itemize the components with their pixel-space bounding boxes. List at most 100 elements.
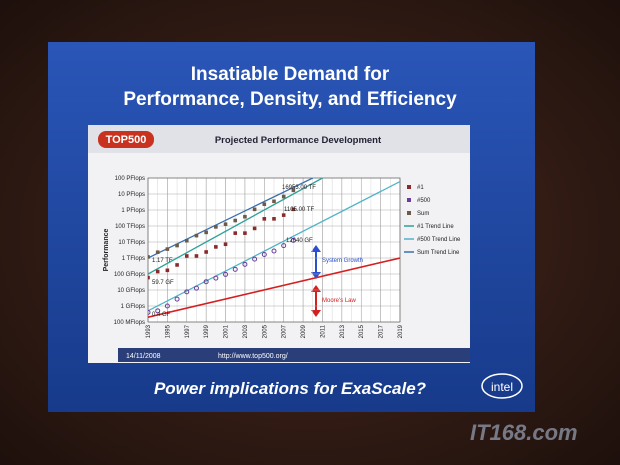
y-tick-label: 1 GFlops xyxy=(121,304,145,310)
plot-border xyxy=(147,177,401,323)
x-tick-label: 1993 xyxy=(146,324,152,338)
x-tick-label: 2013 xyxy=(340,324,346,338)
x-tick-label: 2001 xyxy=(224,324,230,338)
point xyxy=(252,226,257,231)
trend-line xyxy=(148,178,323,275)
point xyxy=(175,263,179,267)
y-tick-label: 10 PFlops xyxy=(118,192,145,198)
point xyxy=(290,237,296,243)
watermark: IT168.com xyxy=(470,420,578,445)
x-tick-label: 2011 xyxy=(320,324,326,338)
point xyxy=(213,275,219,281)
legend-label: Sum Trend Line xyxy=(417,250,460,256)
point xyxy=(252,256,258,262)
top500-logo-text: TOP500 xyxy=(106,134,147,146)
point xyxy=(223,242,228,247)
point xyxy=(281,213,286,217)
footer-date: 14/11/2008 xyxy=(126,353,161,360)
x-tick-label: 1999 xyxy=(204,324,210,338)
legend-swatch xyxy=(407,198,411,202)
point xyxy=(233,231,238,235)
point xyxy=(271,248,277,254)
y-tick-label: 100 MFlops xyxy=(114,320,145,326)
x-tick-label: 2015 xyxy=(359,324,365,338)
point xyxy=(281,243,287,249)
y-tick-label: 10 TFlops xyxy=(118,240,145,246)
point xyxy=(281,194,286,199)
point xyxy=(148,255,150,259)
point xyxy=(262,202,267,207)
intel-logo: intel xyxy=(491,380,513,394)
legend-label: #500 xyxy=(417,198,431,204)
point xyxy=(232,266,238,272)
y-tick-label: 1 TFlops xyxy=(122,256,145,262)
plot-clip xyxy=(148,178,400,318)
point xyxy=(242,261,248,267)
point xyxy=(203,279,209,285)
point xyxy=(184,238,189,243)
point xyxy=(194,254,199,258)
annotation: System Growth xyxy=(322,258,363,264)
y-tick-label: 1 PFlops xyxy=(121,208,145,214)
point xyxy=(148,275,150,280)
point xyxy=(233,218,238,223)
x-tick-label: 2017 xyxy=(379,324,385,338)
point xyxy=(262,217,267,221)
chart-title: Projected Performance Development xyxy=(215,135,382,146)
point xyxy=(272,199,276,204)
point xyxy=(223,271,229,277)
legend-swatch xyxy=(407,211,411,215)
annotation: 16953.00 TF xyxy=(282,185,316,191)
point xyxy=(204,230,208,235)
annotation: 1.17 TF xyxy=(152,258,173,264)
trend-line xyxy=(148,180,400,312)
point xyxy=(214,245,218,249)
intel-logo-ring xyxy=(481,373,523,399)
point xyxy=(165,247,170,251)
x-tick-label: 2019 xyxy=(398,324,404,338)
point xyxy=(194,233,199,238)
legend-label: #1 Trend Line xyxy=(417,224,454,230)
x-tick-label: 2003 xyxy=(243,324,249,338)
point xyxy=(155,269,160,274)
point xyxy=(184,254,189,258)
point xyxy=(291,188,296,193)
annotation: 0.4 GF xyxy=(152,312,171,318)
y-tick-label: 100 PFlops xyxy=(115,176,145,182)
point xyxy=(155,250,160,255)
point xyxy=(164,303,170,309)
annotation: 59.7 GF xyxy=(152,280,174,286)
annotation: Moore's Law xyxy=(322,298,356,304)
point xyxy=(291,207,296,212)
point xyxy=(243,214,247,219)
point xyxy=(252,207,257,212)
footer-url: http://www.top500.org/ xyxy=(218,353,288,360)
x-tick-label: 1997 xyxy=(185,324,191,338)
slide-title: Performance, Density, and Efficiency xyxy=(123,89,457,110)
point xyxy=(272,217,276,221)
moore-arrow-head xyxy=(311,285,321,317)
moores-law-line xyxy=(148,257,400,318)
point xyxy=(261,252,267,258)
x-tick-label: 2009 xyxy=(301,324,307,338)
point xyxy=(174,296,180,302)
slide-title: Insatiable Demand for xyxy=(191,64,390,85)
x-tick-label: 2005 xyxy=(262,324,268,338)
point xyxy=(165,268,170,273)
chart-footer xyxy=(118,348,470,362)
y-axis-label: Performance xyxy=(103,228,110,271)
y-tick-label: 100 TFlops xyxy=(115,224,145,230)
slide-question: Power implications for ExaScale? xyxy=(154,379,427,398)
point xyxy=(214,225,218,229)
point xyxy=(184,289,190,295)
legend-label: #500 Trend Line xyxy=(417,237,461,243)
legend-label: #1 xyxy=(417,185,424,191)
point xyxy=(193,285,199,291)
point xyxy=(223,222,228,226)
point xyxy=(148,309,151,315)
point xyxy=(243,231,247,235)
annotation: 1105.00 TF xyxy=(284,207,314,213)
legend-label: Sum xyxy=(417,211,429,217)
